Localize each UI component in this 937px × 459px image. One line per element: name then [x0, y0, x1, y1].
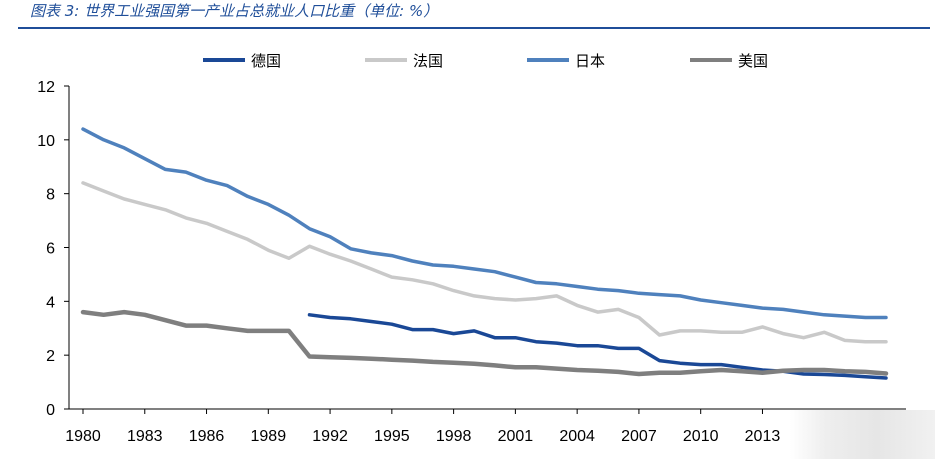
x-tick-label: 1980: [65, 428, 101, 445]
legend-label: 法国: [413, 52, 443, 70]
x-tick-label: 2013: [745, 428, 781, 445]
title-rule: [18, 27, 930, 29]
x-tick-label: 2010: [683, 428, 719, 445]
legend-label: 日本: [575, 52, 605, 70]
y-tick-label: 6: [46, 241, 55, 258]
series-line-日本: [81, 127, 888, 320]
blurred-watermark: [790, 410, 935, 459]
legend-label: 美国: [738, 52, 768, 70]
y-tick-label: 10: [37, 133, 55, 150]
series-line-美国: [80, 309, 889, 377]
series-line-法国: [81, 181, 888, 344]
x-tick-label: 2004: [559, 428, 595, 445]
x-tick-label: 1989: [251, 428, 287, 445]
y-tick-label: 8: [46, 187, 55, 204]
y-tick-label: 12: [37, 79, 55, 96]
series-lines: [80, 127, 889, 380]
legend: 德国 法国 日本 美国: [203, 52, 768, 70]
chart-title: 图表 3: 世界工业强国第一产业占总就业人口比重（单位: %）: [30, 2, 439, 20]
y-tick-label: 2: [46, 348, 55, 365]
x-tick-label: 1992: [312, 428, 348, 445]
x-tick-label: 2007: [621, 428, 657, 445]
x-tick-label: 1983: [127, 428, 163, 445]
x-tick-label: 1995: [374, 428, 410, 445]
x-tick-label: 2001: [498, 428, 534, 445]
axes: 0 2 4 6 8 10 12 1980 1983 1986 1989 1992 1995 1998 200…: [37, 79, 906, 445]
y-tick-label: 0: [46, 402, 55, 419]
legend-label: 德国: [251, 52, 281, 70]
x-tick-label: 1986: [189, 428, 225, 445]
x-tick-label: 1998: [436, 428, 472, 445]
y-tick-label: 4: [46, 294, 55, 311]
